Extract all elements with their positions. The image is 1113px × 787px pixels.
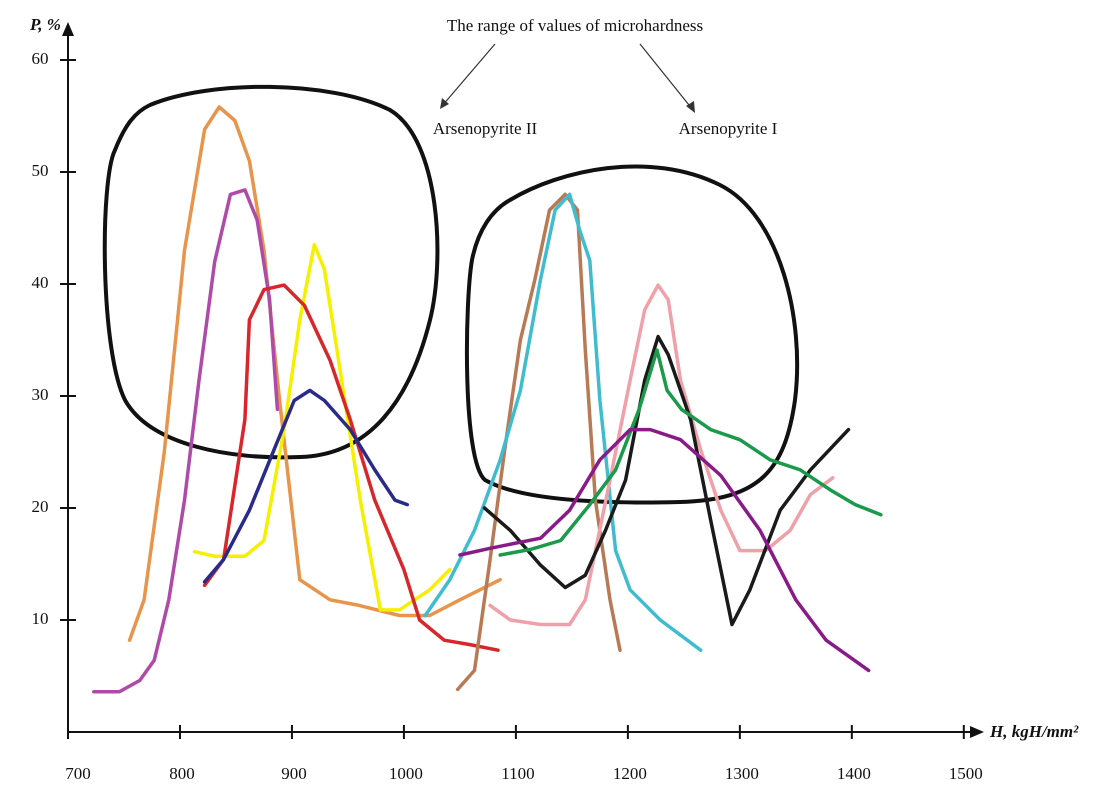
data-line (192, 243, 452, 612)
arrow-head (686, 101, 695, 113)
annotation: Arsenopyrite II (433, 119, 538, 138)
axis-arrow (62, 22, 74, 36)
y-tick-label: 10 (32, 609, 49, 628)
annotation-arrow (441, 43, 496, 107)
x-tick-label: 1100 (501, 764, 534, 783)
data-line (458, 427, 871, 673)
data-line (498, 348, 883, 557)
x-axis-label: H, kgH/mm² (989, 722, 1079, 741)
data-line (482, 334, 851, 627)
x-tick-label: 1300 (725, 764, 759, 783)
data-line (423, 192, 703, 652)
y-tick-label: 60 (32, 49, 49, 68)
x-tick-label: 1400 (837, 764, 871, 783)
annotation: The range of values of microhardness (447, 16, 703, 35)
y-tick-label: 30 (32, 385, 49, 404)
y-tick-label: 20 (32, 497, 49, 516)
x-tick-label: 800 (169, 764, 195, 783)
arrow-head (440, 98, 449, 109)
region-outline (102, 84, 440, 460)
annotation-arrow (639, 43, 694, 111)
annotation: Arsenopyrite I (679, 119, 778, 138)
data-line (202, 283, 500, 652)
region-outline (464, 164, 800, 505)
y-axis-label: P, % (29, 15, 61, 34)
data-line (455, 192, 622, 692)
axis-arrow (970, 726, 984, 738)
x-tick-label: 900 (281, 764, 307, 783)
x-tick-label: 1000 (389, 764, 423, 783)
x-tick-label: 1500 (949, 764, 983, 783)
x-tick-label: 1200 (613, 764, 647, 783)
data-line (127, 105, 502, 642)
y-tick-label: 50 (32, 161, 49, 180)
y-tick-label: 40 (32, 273, 49, 292)
x-tick-label: 700 (65, 764, 91, 783)
data-line (92, 188, 280, 694)
data-line (202, 388, 410, 584)
